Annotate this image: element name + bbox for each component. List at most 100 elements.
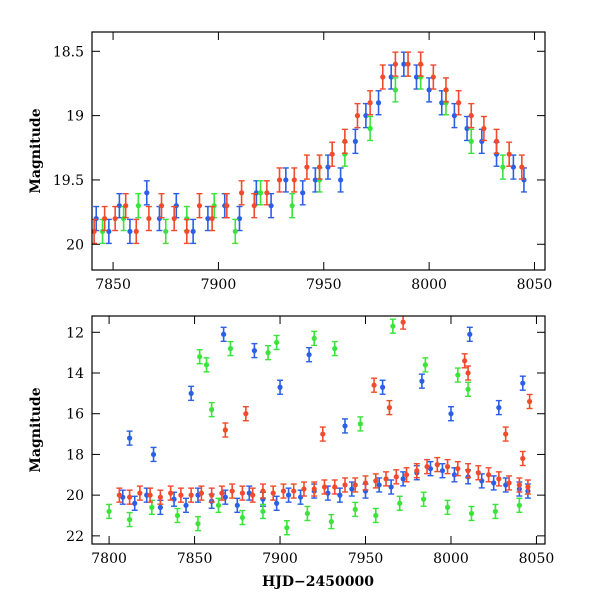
bottom-series-1-point: [331, 340, 338, 357]
bottom-series-0-point: [478, 473, 485, 489]
bottom-series-0-point: [183, 497, 190, 514]
bottom-series-2-point: [270, 485, 277, 501]
top-series-1-point: [392, 77, 399, 103]
top-series-2-point: [480, 115, 487, 142]
top-series-1-point: [257, 180, 264, 206]
top-series-2-point: [442, 77, 449, 103]
bottom-series-2-point: [516, 477, 523, 493]
bottom-series-2-point: [229, 483, 236, 499]
bottom-series-1-point: [422, 357, 429, 373]
bottom-series-1-point: [194, 515, 201, 532]
top-series-2-point: [122, 192, 129, 219]
top-series-0-point: [236, 205, 243, 232]
bottom-series-2-point: [519, 450, 526, 467]
top-series-0-point: [451, 102, 458, 129]
top-y-tick-label: 18.5: [53, 44, 84, 60]
bottom-series-0-point: [119, 489, 126, 505]
bottom-series-0-point: [466, 326, 473, 343]
bottom-series-0-point: [150, 446, 157, 463]
top-series-0-point: [299, 180, 306, 206]
bottom-series-2-point: [371, 377, 378, 393]
top-series-2-point: [417, 51, 424, 77]
top-series-1-point: [499, 154, 506, 180]
top-series-2-point: [133, 218, 140, 245]
top-series-0-point: [426, 77, 433, 103]
bottom-series-2-point: [444, 458, 451, 475]
bottom-series-2-point: [259, 483, 266, 499]
top-panel-frame: [91, 31, 546, 271]
bottom-series-1-point: [352, 501, 359, 518]
top-series-0-point: [282, 167, 289, 193]
bottom-y-axis-title: Magnitude: [28, 387, 44, 472]
bottom-series-2-point: [362, 475, 369, 491]
bottom-series-0-point: [495, 399, 502, 416]
bottom-series-0-point: [273, 495, 280, 511]
top-panel-ticks: 7850 7900 7950 8000 8050 18.5 19 19.5 20: [53, 32, 552, 293]
top-series-2-point: [405, 51, 412, 77]
bottom-series-1-point: [465, 381, 472, 397]
top-series-0-point: [352, 128, 359, 155]
top-series-2-point: [367, 90, 374, 116]
top-series-0-point: [116, 192, 123, 219]
bottom-series-1-point: [372, 507, 379, 524]
bottom-series-2-point: [524, 479, 531, 495]
bottom-series-2-point: [311, 481, 318, 497]
bottom-series-2-point: [465, 463, 472, 479]
bottom-series-2-point: [331, 479, 338, 495]
top-series-2-point: [316, 154, 323, 180]
bottom-series-0-point: [400, 471, 407, 487]
top-series-0-point: [268, 192, 275, 219]
bottom-series-2-point: [222, 422, 229, 438]
bottom-series-1-point: [259, 503, 266, 520]
bottom-series-0-point: [418, 373, 425, 389]
bottom-series-2-point: [424, 458, 431, 475]
bottom-series-2-point: [485, 467, 492, 483]
bottom-x-tick-label: 7800: [91, 551, 127, 567]
top-series-2-point: [101, 205, 108, 232]
bottom-series-1-point: [420, 491, 427, 507]
bottom-series-0-point: [439, 463, 446, 479]
bottom-series-2-point: [400, 316, 407, 330]
bottom-panel-marks: [106, 316, 533, 536]
bottom-series-0-point: [251, 342, 258, 359]
top-series-1-point: [162, 218, 169, 245]
bottom-series-0-point: [502, 477, 509, 493]
top-series-2-point: [238, 180, 245, 206]
bottom-series-0-point: [297, 489, 304, 505]
bottom-series-2-point: [413, 463, 420, 479]
bottom-series-2-point: [249, 487, 256, 503]
bottom-series-0-point: [519, 375, 526, 391]
bottom-x-axis-title: HJD−2450000: [262, 574, 374, 590]
bottom-series-2-point: [461, 353, 468, 369]
bottom-series-2-point: [188, 487, 195, 503]
top-series-2-point: [223, 192, 230, 219]
bottom-series-2-point: [341, 477, 348, 493]
top-series-2-point: [341, 128, 348, 155]
top-series-1-point: [120, 205, 127, 232]
bottom-series-1-point: [273, 334, 280, 351]
top-series-1-point: [232, 218, 239, 245]
bottom-y-tick-label: 18: [66, 447, 84, 463]
bottom-series-1-point: [126, 511, 133, 528]
bottom-series-0-point: [188, 385, 195, 402]
bottom-series-1-point: [468, 505, 475, 522]
top-y-tick-label: 19.5: [53, 173, 84, 189]
top-series-0-point: [190, 218, 197, 245]
bottom-series-2-point: [393, 469, 400, 485]
bottom-series-1-point: [227, 340, 234, 357]
bottom-series-2-point: [434, 456, 441, 473]
bottom-series-2-point: [239, 485, 246, 501]
bottom-series-2-point: [386, 399, 393, 416]
bottom-series-2-point: [242, 406, 249, 422]
bottom-y-tick-label: 16: [66, 407, 84, 423]
bottom-y-tick-label: 14: [66, 366, 84, 382]
bottom-series-0-point: [220, 326, 227, 343]
top-series-2-point: [468, 102, 475, 129]
top-series-2-point: [379, 64, 386, 90]
bottom-series-2-point: [495, 471, 502, 487]
top-x-tick-label: 7850: [95, 277, 131, 293]
top-panel: 7850 7900 7950 8000 8050 18.5 19 19.5 20 Magnitu…: [28, 31, 552, 293]
top-x-tick-label: 8000: [411, 277, 447, 293]
top-y-axis-title: Magnitude: [28, 108, 44, 193]
